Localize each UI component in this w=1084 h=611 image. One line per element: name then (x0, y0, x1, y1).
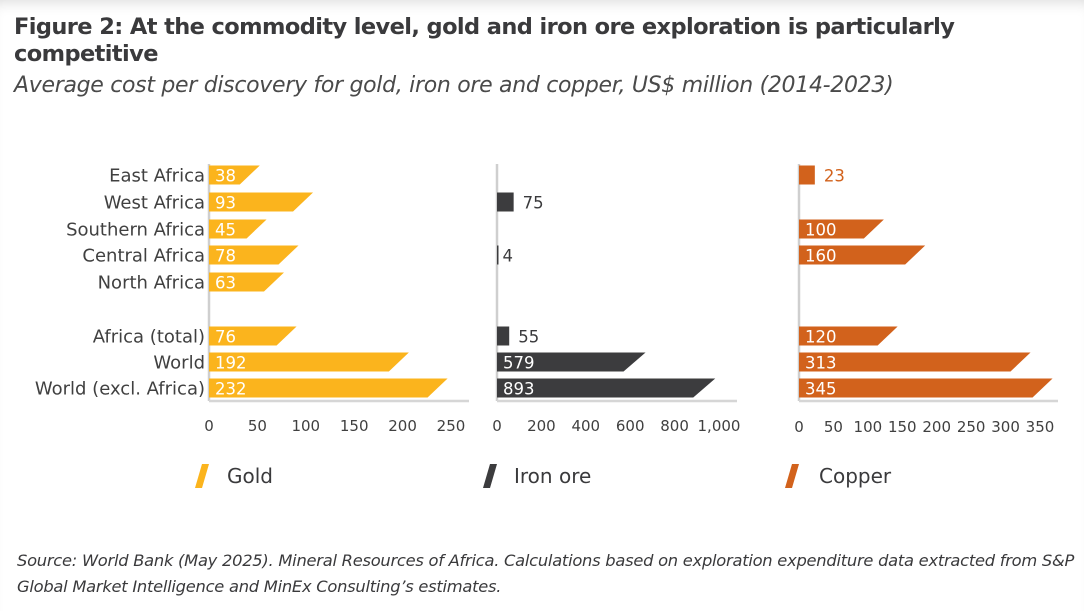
x-tick-label: 50 (824, 418, 843, 436)
x-tick-label: 200 (388, 417, 417, 435)
x-tick-label: 50 (248, 417, 267, 435)
data-label: 4 (503, 247, 514, 266)
figure-title: Figure 2: At the commodity level, gold a… (14, 14, 955, 67)
data-label: 93 (215, 194, 236, 213)
x-tick-label: 300 (991, 418, 1020, 436)
bar-gold (209, 326, 297, 346)
data-label: 63 (215, 274, 236, 293)
bar-gold (209, 272, 284, 292)
x-tick-label: 250 (957, 418, 986, 436)
data-label: 76 (215, 328, 236, 347)
bar-iron-ore (497, 192, 514, 212)
bar-copper (799, 326, 898, 346)
data-label: 192 (215, 354, 247, 373)
x-tick-label: 100 (854, 418, 883, 436)
bar-iron-ore (497, 352, 646, 372)
bar-gold (209, 352, 409, 372)
data-label: 38 (215, 167, 236, 186)
figure-subtitle: Average cost per discovery for gold, iro… (14, 73, 894, 98)
x-tick-label: 0 (204, 417, 214, 435)
x-tick-label: 200 (527, 417, 556, 435)
bar-copper (799, 245, 926, 265)
data-label: 893 (503, 380, 535, 399)
category-label: East Africa (109, 166, 205, 187)
data-label: 345 (805, 380, 837, 399)
legend-swatch-gold (195, 464, 209, 488)
x-tick-label: 600 (616, 417, 645, 435)
category-label: North Africa (98, 273, 205, 294)
category-label: Southern Africa (66, 220, 205, 241)
legend-swatch-copper (785, 464, 799, 488)
data-label: 78 (215, 247, 236, 266)
data-label: 232 (215, 380, 247, 399)
x-tick-label: 1,000 (698, 417, 741, 435)
x-tick-label: 100 (291, 417, 320, 435)
data-label: 100 (805, 221, 837, 240)
bar-iron-ore (497, 378, 716, 398)
bar-copper (799, 165, 815, 185)
bar-gold (209, 165, 260, 185)
legend-label: Copper (819, 464, 892, 488)
data-label: 120 (805, 328, 837, 347)
bar-iron-ore (497, 245, 499, 265)
category-label: Central Africa (82, 246, 205, 267)
bar-iron-ore (497, 326, 510, 346)
x-tick-label: 150 (888, 418, 917, 436)
x-tick-label: 200 (922, 418, 951, 436)
x-tick-label: 350 (1026, 418, 1055, 436)
bar-gold (209, 378, 448, 398)
bar-gold (209, 219, 267, 239)
category-label: West Africa (104, 193, 205, 214)
x-tick-label: 250 (437, 417, 466, 435)
bar-copper (799, 378, 1053, 398)
x-tick-label: 400 (571, 417, 600, 435)
data-label: 55 (518, 328, 539, 347)
bar-copper (799, 352, 1031, 372)
category-label: World (153, 353, 205, 374)
x-tick-label: 0 (492, 417, 502, 435)
x-tick-label: 800 (660, 417, 689, 435)
category-label: World (excl. Africa) (35, 379, 205, 400)
x-tick-label: 150 (340, 417, 369, 435)
legend-label: Iron ore (514, 464, 591, 488)
category-label: Africa (total) (93, 327, 205, 348)
data-label: 23 (824, 167, 845, 186)
data-label: 579 (503, 354, 535, 373)
bar-gold (209, 192, 314, 212)
legend-label: Gold (227, 464, 273, 488)
data-label: 75 (523, 194, 544, 213)
data-label: 45 (215, 221, 236, 240)
data-label: 160 (805, 247, 837, 266)
legend-swatch-iron-ore (483, 464, 497, 488)
data-label: 313 (805, 354, 837, 373)
bar-chart: 0 50 100 150 200 250 38 93 45 78 63 76 192 232 Gold 0 20… (35, 164, 1058, 488)
bar-gold (209, 245, 299, 265)
bar-copper (799, 219, 884, 239)
x-tick-label: 0 (794, 418, 804, 436)
source-note: Source: World Bank (May 2025). Mineral R… (17, 551, 1075, 596)
